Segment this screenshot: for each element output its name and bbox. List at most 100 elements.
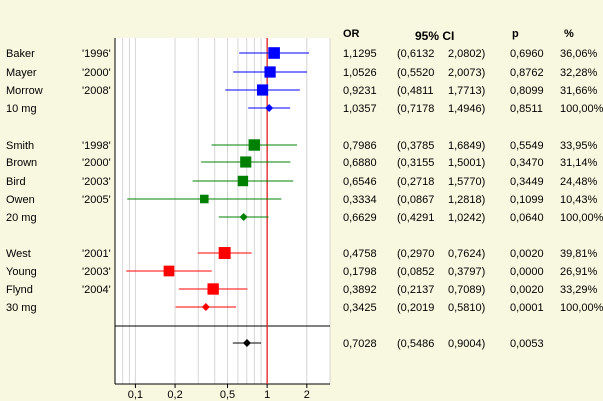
or-value: 1,0526 <box>343 67 377 79</box>
effect-square <box>248 139 260 151</box>
or-value: 0,7028 <box>343 338 377 350</box>
effect-square <box>256 84 269 96</box>
summary-label: 10 mg <box>6 103 37 115</box>
ci-upper: 0,7624) <box>448 248 485 260</box>
ci-upper: 2,0802) <box>448 48 485 60</box>
weight-value: 32,28% <box>560 67 598 79</box>
x-tick-label: 0,5 <box>220 389 235 401</box>
effect-square <box>200 194 209 204</box>
ci-lower: (0,5486 <box>397 338 434 350</box>
summary-diamond <box>242 339 251 347</box>
weight-value: 39,81% <box>560 248 598 260</box>
study-name: Flynd <box>6 284 33 296</box>
ci-lower: (0,2137 <box>397 284 434 296</box>
ci-lower: (0,7178 <box>397 103 434 115</box>
weight-value: 31,66% <box>560 85 598 97</box>
or-value: 0,7986 <box>343 140 377 152</box>
study-name: Bird <box>6 176 26 188</box>
header-weight: % <box>564 28 574 40</box>
p-value: 0,0640 <box>510 212 544 224</box>
ci-lower: (0,6132 <box>397 48 434 60</box>
ci-lower: (0,3155 <box>397 157 434 169</box>
ci-lower: (0,2019 <box>397 302 434 314</box>
p-value: 0,0020 <box>510 284 544 296</box>
weight-value: 33,29% <box>560 284 598 296</box>
x-tick-label: 0,2 <box>167 389 182 401</box>
weight-value: 31,14% <box>560 157 598 169</box>
p-value: 0,8511 <box>510 103 543 115</box>
p-value: 0,0053 <box>510 338 544 350</box>
or-value: 0,6629 <box>343 212 377 224</box>
study-name: West <box>6 248 31 260</box>
or-value: 1,0357 <box>343 103 377 115</box>
ci-upper: 1,5770) <box>448 176 485 188</box>
study-year: '1996' <box>82 48 111 60</box>
effect-square <box>237 175 249 187</box>
weight-value: 36,06% <box>560 48 598 60</box>
ci-upper: 1,6849) <box>448 140 485 152</box>
or-value: 0,9231 <box>343 85 377 97</box>
p-value: 0,6960 <box>510 48 544 60</box>
or-value: 0,4758 <box>343 248 377 260</box>
p-value: 0,8099 <box>510 85 544 97</box>
or-value: 0,3334 <box>343 194 377 206</box>
p-value: 0,3470 <box>510 157 544 169</box>
p-value: 0,3449 <box>510 176 544 188</box>
summary-diamond <box>201 303 210 311</box>
ci-lower: (0,5520 <box>397 67 434 79</box>
p-value: 0,5549 <box>510 140 544 152</box>
p-value: 0,0020 <box>510 248 544 260</box>
study-year: '2003' <box>82 176 111 188</box>
study-year: '2004' <box>82 284 111 296</box>
effect-square <box>240 156 252 168</box>
x-tick-label: 2 <box>304 389 310 401</box>
ci-lower: (0,0867 <box>397 194 434 206</box>
effect-square <box>163 265 175 277</box>
ci-upper: 0,5810) <box>448 302 485 314</box>
grid-lines <box>114 38 331 385</box>
ci-upper: 1,2818) <box>448 194 485 206</box>
study-name: Mayer <box>6 67 37 79</box>
weight-value: 100,00% <box>560 302 603 314</box>
study-name: Owen <box>6 194 35 206</box>
ci-upper: 2,0073) <box>448 67 485 79</box>
study-name: Young <box>6 266 37 278</box>
effect-square <box>264 66 276 78</box>
study-year: '2000' <box>82 157 111 169</box>
study-year: '2005' <box>82 194 111 206</box>
summary-label: 30 mg <box>6 302 37 314</box>
study-year: '2001' <box>82 248 111 260</box>
ci-lower: (0,2718 <box>397 176 434 188</box>
x-axis: 0,1 0,2 0,5 1 2 <box>128 384 310 401</box>
ci-upper: 0,9004) <box>448 338 485 350</box>
ci-lower: (0,3785 <box>397 140 434 152</box>
p-value: 0,8762 <box>510 67 544 79</box>
summary-diamond <box>239 213 248 221</box>
chart-marks <box>126 47 310 347</box>
or-value: 0,1798 <box>343 266 377 278</box>
summary-diamond <box>265 104 274 112</box>
ci-lower: (0,4811 <box>397 85 434 97</box>
ci-lower: (0,2970 <box>397 248 434 260</box>
header-or: OR <box>343 28 360 40</box>
study-name: Morrow <box>6 85 43 97</box>
ci-upper: 1,7713) <box>448 85 485 97</box>
p-value: 0,0000 <box>510 266 544 278</box>
x-tick-label: 1 <box>264 389 270 401</box>
ci-lower: (0,4291 <box>397 212 434 224</box>
study-year: '1998' <box>82 140 111 152</box>
p-value: 0,0001 <box>510 302 544 314</box>
effect-square <box>218 247 231 259</box>
weight-value: 24,48% <box>560 176 598 188</box>
ci-upper: 1,0242) <box>448 212 485 224</box>
weight-value: 26,91% <box>560 266 598 278</box>
study-name: Smith <box>6 140 34 152</box>
header-ci: 95% CI <box>415 29 454 43</box>
or-value: 0,6880 <box>343 157 377 169</box>
p-value: 0,1099 <box>510 194 544 206</box>
or-value: 0,3892 <box>343 284 377 296</box>
study-year: '2003' <box>82 266 111 278</box>
study-name: Baker <box>6 48 35 60</box>
study-year: '2008' <box>82 85 111 97</box>
